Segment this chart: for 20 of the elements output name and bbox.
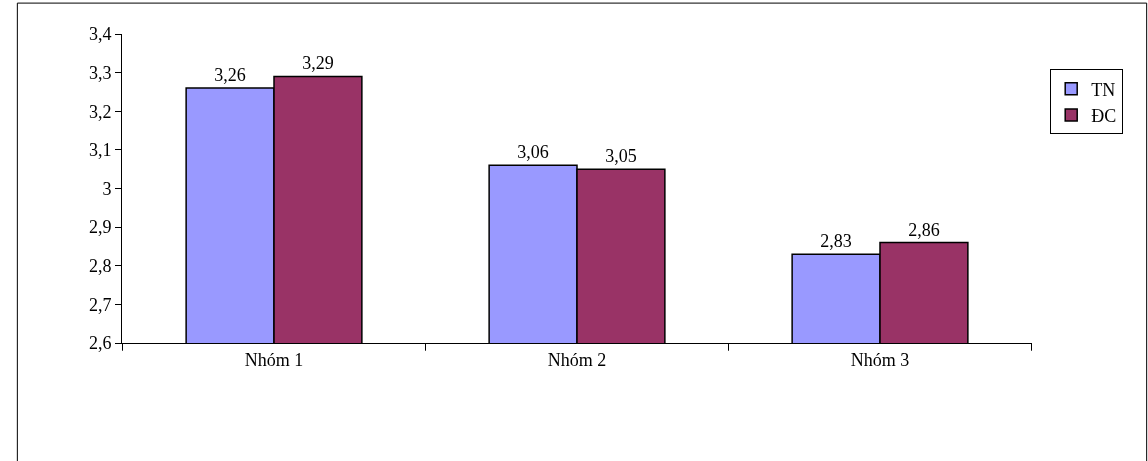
data-label: 3,29 <box>302 53 334 74</box>
data-label: 2,86 <box>908 219 940 240</box>
x-tick-label: Nhóm 2 <box>547 349 607 370</box>
y-tick-label: 2,8 <box>88 256 112 277</box>
data-label: 3,06 <box>517 142 549 163</box>
y-tick-label: 3,4 <box>88 24 112 45</box>
data-label: 3,05 <box>605 146 637 167</box>
y-tick-label: 3,3 <box>88 62 112 83</box>
y-tick-label: 2,9 <box>88 217 112 238</box>
data-label: 2,83 <box>820 231 852 252</box>
x-tick-label: Nhóm 3 <box>850 349 910 370</box>
data-label: 3,26 <box>214 65 246 86</box>
legend-label: ĐC <box>1091 106 1117 127</box>
y-tick-label: 3 <box>102 178 112 199</box>
y-tick-label: 2,6 <box>88 333 112 354</box>
y-tick-label: 2,7 <box>88 294 112 315</box>
x-tick-label: Nhóm 1 <box>244 349 304 370</box>
y-tick-label: 3,1 <box>88 140 112 161</box>
legend-label: TN <box>1091 79 1116 100</box>
y-tick-label: 3,2 <box>88 101 112 122</box>
